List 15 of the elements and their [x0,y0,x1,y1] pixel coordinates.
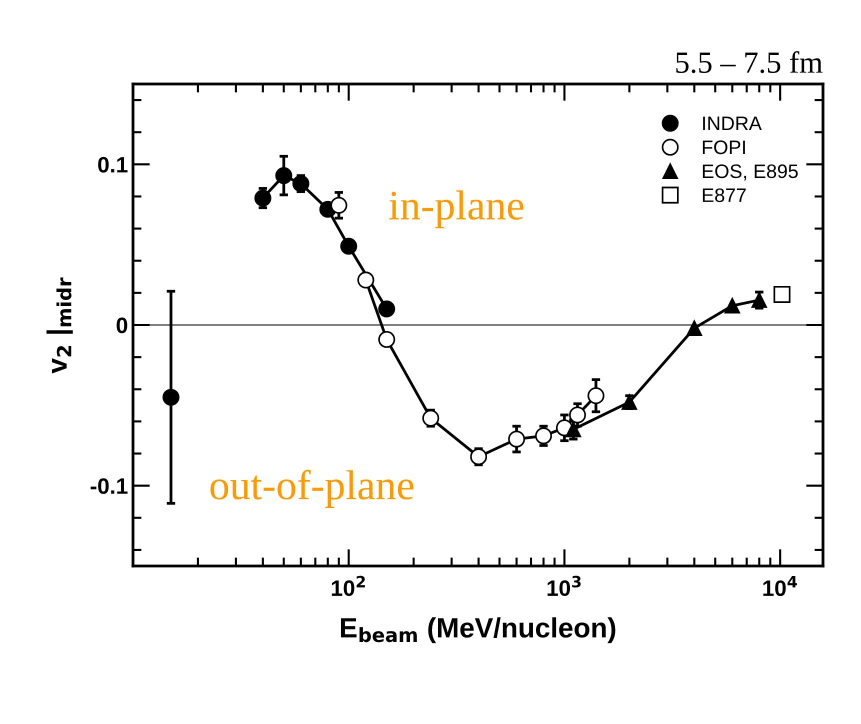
text: 5.5 – 7.5 fm [676,51,823,74]
x-tick-label: 10$^{2}$ [332,576,365,596]
x-tick-label: 10$^{4}$ [763,576,797,596]
y-tick-label: 0 [116,318,128,334]
y-tick-label: -0.1 [90,478,128,494]
y-axis-title: v$_{2}$ |$_{midr}$ [46,277,73,374]
legend-label: EOS, E895 [702,164,798,180]
annotation: in-plane [389,190,524,228]
legend-label: FOPI [702,140,745,154]
y-tick-label: 0.1 [98,156,128,173]
legend-label: INDRA [703,116,762,130]
x-axis-title: E$_{beam}$ (MeV/nucleon) [340,617,616,644]
x-tick-label: 10$^{3}$ [548,576,581,596]
legend-label: E877 [702,188,746,202]
annotation: out-of-plane [210,470,414,508]
